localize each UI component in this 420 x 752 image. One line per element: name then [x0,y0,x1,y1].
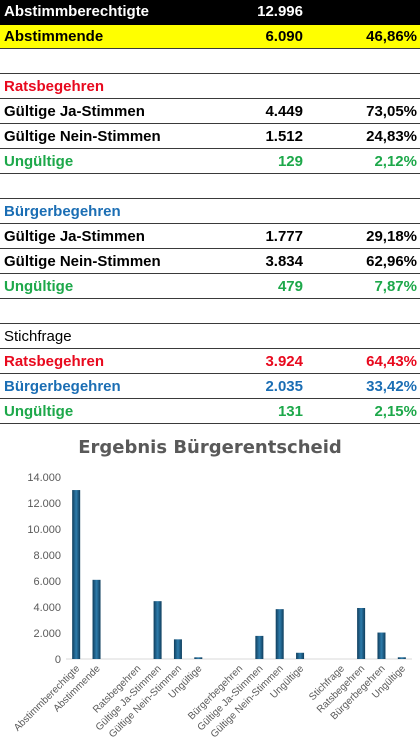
cell-pct: 2,15% [374,403,417,420]
y-tick-label: 0 [55,654,61,666]
cell-pct: 2,12% [374,153,417,170]
bar [357,607,366,659]
cell-pct: 29,18% [366,228,417,245]
bar [173,639,182,659]
table-row: Ungültige 131 2,15% [0,400,420,424]
table-row: Abstimmende 6.090 46,86% [0,25,420,49]
cell-pct: 7,87% [374,278,417,295]
y-tick-label: 8.000 [33,550,61,562]
table-row: Ungültige 129 2,12% [0,150,420,174]
cell-label: Gültige Nein-Stimmen [4,253,161,270]
bar [296,652,305,659]
table-row: Abstimmberechtigte 12.996 [0,0,420,25]
table-row: Bürgerbegehren 2.035 33,42% [0,375,420,399]
y-tick-label: 10.000 [27,524,61,536]
cell-value: 479 [277,278,303,295]
cell-value: 6.090 [265,28,303,45]
cell-value: 129 [277,153,303,170]
chart-container: Ergebnis Bürgerentscheid 0 2.000 4.000 6.00… [0,428,420,752]
cell-value: 3.924 [265,353,303,370]
y-tick-label: 2.000 [33,628,61,640]
bar [194,657,203,659]
table-row: Ungültige 479 7,87% [0,275,420,299]
cell-pct: 73,05% [366,103,417,120]
cell-label: Bürgerbegehren [4,378,121,395]
bar [275,609,284,659]
cell-label: Ratsbegehren [4,353,105,370]
bar-chart: 02.0004.0006.0008.00010.00012.00014.000A… [12,472,412,740]
table-row: Gültige Ja-Stimmen 4.449 73,05% [0,100,420,124]
cell-label: Ungültige [4,403,74,420]
cell-pct: 64,43% [366,353,417,370]
cell-label: Gültige Ja-Stimmen [4,103,145,120]
bar [72,490,81,659]
cell-value: 1.777 [265,228,303,245]
table-row: Gültige Nein-Stimmen 3.834 62,96% [0,250,420,274]
table-row [0,300,420,324]
cell-value: 4.449 [265,103,303,120]
cell-label: Gültige Nein-Stimmen [4,128,161,145]
table-row: Stichfrage [0,325,420,349]
cell-label: Ungültige [4,278,74,295]
y-tick-label: 4.000 [33,602,61,614]
cell-label: Abstimmende [4,28,104,45]
cell-value: 3.834 [265,253,303,270]
table-row: Gültige Nein-Stimmen 1.512 24,83% [0,125,420,149]
table-row: Gültige Ja-Stimmen 1.777 29,18% [0,225,420,249]
bar [153,601,162,659]
bar [255,635,264,659]
cell-pct: 24,83% [366,128,417,145]
table-row: Ratsbegehren 3.924 64,43% [0,350,420,374]
cell-pct: 46,86% [366,28,417,45]
cell-pct: 62,96% [366,253,417,270]
table-row [0,50,420,74]
bar [92,579,101,659]
chart-title: Ergebnis Bürgerentscheid [78,437,342,458]
cell-value: 12.996 [257,3,303,20]
y-tick-label: 6.000 [33,576,61,588]
cell-label: Stichfrage [4,328,72,345]
cell-label: Abstimmberechtigte [4,3,150,20]
cell-pct: 33,42% [366,378,417,395]
bar [397,657,406,659]
cell-value: 2.035 [265,378,303,395]
y-tick-label: 14.000 [27,472,61,484]
cell-label: Ratsbegehren [4,78,105,95]
y-tick-label: 12.000 [27,498,61,510]
cell-value: 131 [277,403,303,420]
bar [377,632,386,659]
table-row: Ratsbegehren [0,75,420,99]
cell-value: 1.512 [265,128,303,145]
table-row: Bürgerbegehren [0,200,420,224]
cell-label: Ungültige [4,153,74,170]
table-row [0,175,420,199]
cell-label: Bürgerbegehren [4,203,121,220]
cell-label: Gültige Ja-Stimmen [4,228,145,245]
